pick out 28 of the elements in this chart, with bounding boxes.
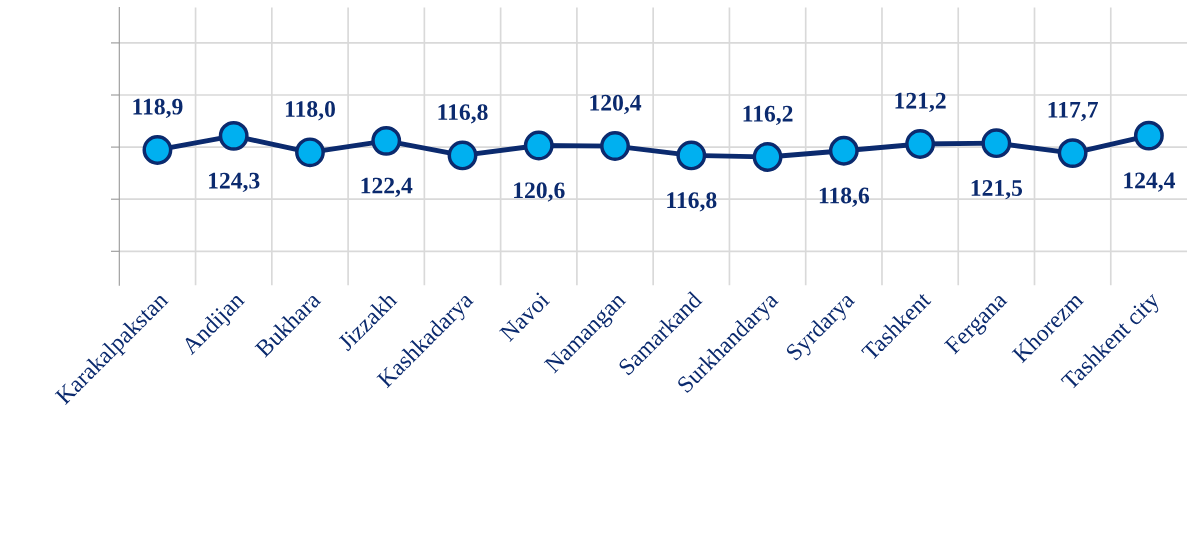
data-label: 116,8 (438, 104, 488, 124)
point (905, 129, 936, 159)
data-label: 118,9 (133, 98, 183, 119)
point (981, 128, 1012, 159)
point (676, 140, 707, 171)
point (218, 120, 249, 151)
point (523, 130, 554, 161)
data-label: 116,2 (743, 105, 793, 126)
data-label: 121,5 (971, 180, 1023, 200)
data-label: 117,7 (1048, 101, 1098, 122)
data-label: 121,2 (895, 92, 946, 113)
point (447, 140, 478, 171)
data-label: 124,3 (209, 172, 260, 193)
data-label: 120,4 (590, 94, 642, 115)
point (295, 137, 325, 168)
point (1133, 120, 1164, 151)
point (752, 142, 783, 172)
point (828, 135, 859, 166)
point (142, 135, 173, 165)
data-label: 120,6 (514, 182, 565, 202)
point (1057, 138, 1088, 169)
data-label: 116,8 (667, 192, 717, 212)
data-label: 118,6 (819, 187, 870, 207)
point (371, 125, 402, 156)
data-label: 124,4 (1124, 172, 1176, 192)
point (600, 131, 630, 161)
data-label: 118,0 (285, 101, 335, 121)
data-label: 122,4 (361, 177, 413, 197)
